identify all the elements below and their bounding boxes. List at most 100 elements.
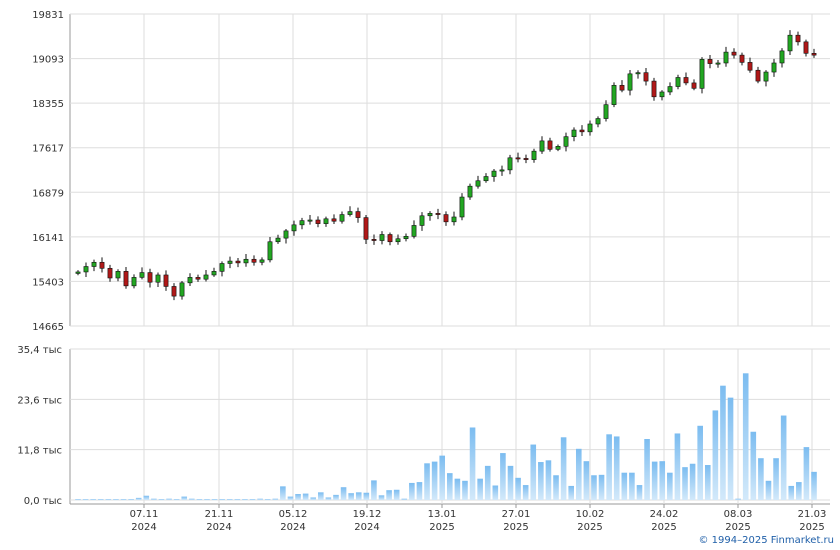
candle-body xyxy=(587,123,593,133)
candle xyxy=(451,211,457,226)
candle xyxy=(331,214,337,224)
candle-body xyxy=(771,62,777,73)
volume-bar xyxy=(431,461,438,500)
candle xyxy=(387,232,393,246)
candle-body xyxy=(707,59,713,64)
axis-labels: 19831 19093 18355 17617 16879 16141 15403 14665… xyxy=(17,10,826,533)
volume-tick-label: 11,8 тыс xyxy=(17,446,62,457)
volume-bar xyxy=(143,495,150,500)
volume-bar xyxy=(606,434,612,500)
price-tick-label: 16879 xyxy=(32,188,64,199)
volume-bar xyxy=(128,499,134,501)
candle-body xyxy=(315,219,321,224)
volume-bar xyxy=(629,472,635,500)
candle-body xyxy=(203,274,209,280)
candle-body xyxy=(795,34,801,43)
candle-body xyxy=(379,234,385,241)
candle-body xyxy=(235,260,241,264)
candle-body xyxy=(163,274,169,287)
x-tick-day: 24.02 xyxy=(650,509,679,520)
candle xyxy=(155,272,161,288)
volume-bar xyxy=(575,448,582,500)
volume-bar xyxy=(211,499,218,501)
candle xyxy=(355,207,361,223)
candle-body xyxy=(371,239,377,241)
candle-body xyxy=(747,62,753,71)
candle xyxy=(139,267,145,280)
candle xyxy=(747,57,753,73)
candle-body xyxy=(347,211,353,215)
candle xyxy=(75,270,81,276)
candle-body xyxy=(211,271,217,276)
candle xyxy=(411,220,417,239)
candle xyxy=(459,193,465,221)
volume-bar xyxy=(219,499,225,501)
candle-body xyxy=(131,277,137,287)
volume-bar xyxy=(682,467,688,500)
candle-body xyxy=(115,271,121,279)
candle xyxy=(171,283,177,301)
candle-body xyxy=(675,77,681,87)
candle xyxy=(755,66,761,84)
candle-body xyxy=(723,51,729,64)
volume-bar xyxy=(538,462,544,500)
candle-body xyxy=(275,237,281,243)
candle xyxy=(571,127,577,142)
candle xyxy=(787,30,793,55)
candle xyxy=(235,258,241,268)
volume-bar xyxy=(226,499,233,501)
volume-bar xyxy=(90,499,96,501)
volume-bar xyxy=(568,485,574,500)
volume-bar xyxy=(393,489,400,500)
price-tick-label: 17617 xyxy=(32,144,64,155)
candle xyxy=(603,100,609,122)
candle-body xyxy=(227,260,233,264)
price-tick-label: 18355 xyxy=(32,99,64,110)
candles xyxy=(75,30,817,301)
copyright-link[interactable]: © 1994–2025 Finmarket.ru xyxy=(698,535,834,546)
volume-bar xyxy=(613,436,620,500)
volume-tick-label: 35,4 тыс xyxy=(17,345,62,356)
candle-body xyxy=(611,85,617,105)
volume-bar xyxy=(287,496,294,500)
price-tick-label: 15403 xyxy=(32,277,64,288)
volume-bar xyxy=(742,373,749,500)
volume-bar xyxy=(120,499,127,501)
candle-body xyxy=(83,266,89,273)
volume-bar xyxy=(598,474,605,500)
candle xyxy=(587,120,593,136)
candle-body xyxy=(739,54,745,63)
candle-body xyxy=(731,51,737,56)
candle-body xyxy=(323,218,329,224)
candle-body xyxy=(107,268,113,279)
candle xyxy=(707,54,713,69)
candle xyxy=(563,132,569,152)
x-tick-year: 2024 xyxy=(354,522,379,533)
volume-bar xyxy=(667,472,673,500)
candle-body xyxy=(139,272,145,278)
candle xyxy=(195,274,201,282)
candle-body xyxy=(291,224,297,232)
volume-bar xyxy=(697,425,703,500)
volume-bar xyxy=(75,499,81,501)
volume-bar xyxy=(333,494,339,500)
candle-body xyxy=(195,277,201,280)
candle xyxy=(627,70,633,96)
volume-bar xyxy=(97,499,104,501)
candle xyxy=(683,72,689,86)
x-tick-year: 2024 xyxy=(280,522,305,533)
candle xyxy=(515,152,521,163)
volume-bar xyxy=(113,499,119,501)
candle-body xyxy=(507,157,513,171)
candle-body xyxy=(563,136,569,147)
volume-bar xyxy=(348,493,354,500)
candle xyxy=(203,270,209,282)
candle xyxy=(243,254,249,267)
candle xyxy=(275,234,281,244)
price-tick-label: 19831 xyxy=(32,10,64,21)
x-tick-year: 2025 xyxy=(503,522,528,533)
volume-bar xyxy=(295,494,301,500)
volume-bar xyxy=(173,499,180,501)
x-tick-day: 07.11 xyxy=(130,509,159,520)
volume-bar xyxy=(545,460,552,500)
